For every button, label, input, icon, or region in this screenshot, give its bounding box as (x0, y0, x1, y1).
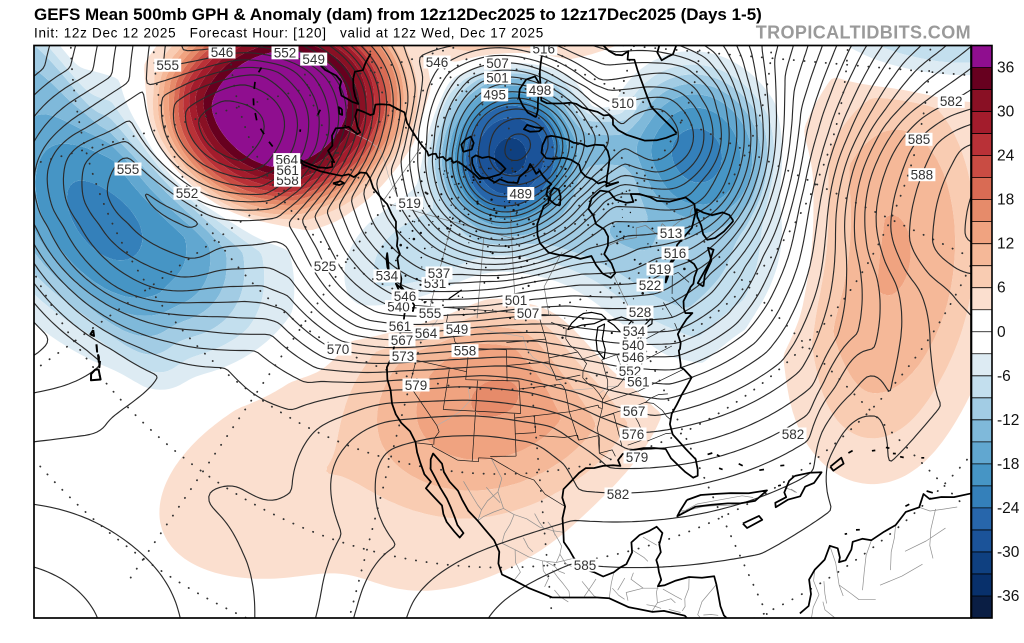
svg-text:6: 6 (997, 280, 1006, 297)
svg-text:555: 555 (117, 162, 140, 177)
svg-text:519: 519 (398, 196, 421, 211)
svg-text:561: 561 (276, 163, 299, 178)
svg-text:546: 546 (211, 45, 234, 60)
svg-text:519: 519 (649, 262, 672, 277)
svg-text:TROPICALTIDBITS.COM: TROPICALTIDBITS.COM (756, 23, 971, 43)
svg-text:561: 561 (627, 374, 650, 389)
svg-text:546: 546 (426, 55, 449, 70)
svg-text:18: 18 (997, 192, 1014, 209)
svg-text:489: 489 (510, 186, 533, 201)
svg-text:567: 567 (623, 404, 646, 419)
svg-text:-36: -36 (997, 588, 1019, 605)
svg-text:12: 12 (997, 236, 1014, 253)
svg-text:GEFS Mean 500mb GPH & Anomaly: GEFS Mean 500mb GPH & Anomaly (dam) from… (34, 5, 762, 24)
svg-text:576: 576 (622, 427, 645, 442)
svg-text:0: 0 (997, 324, 1006, 341)
svg-text:507: 507 (517, 306, 540, 321)
svg-text:Init: 12z Dec 12 2025 Foreca: Init: 12z Dec 12 2025 Forecast Hour: [12… (34, 26, 544, 41)
svg-text:516: 516 (664, 246, 687, 261)
svg-text:555: 555 (156, 58, 179, 73)
svg-text:582: 582 (940, 94, 963, 109)
svg-text:36: 36 (997, 60, 1014, 77)
svg-text:558: 558 (454, 344, 477, 359)
svg-text:546: 546 (394, 289, 417, 304)
svg-text:552: 552 (176, 186, 199, 201)
svg-text:498: 498 (529, 83, 552, 98)
svg-text:-24: -24 (997, 500, 1020, 517)
svg-text:-6: -6 (997, 368, 1011, 385)
svg-text:588: 588 (911, 168, 934, 183)
svg-text:582: 582 (607, 487, 630, 502)
svg-text:552: 552 (274, 46, 297, 61)
svg-text:585: 585 (908, 132, 931, 147)
svg-text:579: 579 (405, 378, 428, 393)
svg-text:549: 549 (446, 322, 469, 337)
svg-text:24: 24 (997, 148, 1015, 165)
svg-text:564: 564 (276, 152, 299, 167)
svg-text:495: 495 (483, 88, 506, 103)
svg-text:534: 534 (623, 324, 646, 339)
svg-text:507: 507 (486, 56, 509, 71)
svg-text:30: 30 (997, 104, 1015, 121)
svg-text:585: 585 (574, 558, 597, 573)
svg-text:552: 552 (619, 364, 642, 379)
svg-text:549: 549 (302, 52, 325, 67)
svg-text:573: 573 (392, 349, 415, 364)
svg-text:501: 501 (505, 293, 528, 308)
svg-text:501: 501 (486, 71, 509, 86)
svg-text:561: 561 (389, 319, 412, 334)
svg-text:-18: -18 (997, 456, 1019, 473)
svg-text:579: 579 (626, 450, 649, 465)
svg-text:567: 567 (391, 333, 414, 348)
svg-text:-12: -12 (997, 412, 1019, 429)
svg-text:-30: -30 (997, 544, 1020, 561)
svg-text:534: 534 (376, 269, 399, 284)
svg-text:522: 522 (639, 278, 662, 293)
svg-text:564: 564 (415, 326, 438, 341)
svg-text:531: 531 (424, 276, 447, 291)
svg-text:516: 516 (533, 42, 556, 57)
svg-text:510: 510 (612, 96, 635, 111)
svg-text:540: 540 (387, 299, 410, 314)
svg-text:537: 537 (428, 266, 451, 281)
svg-text:546: 546 (622, 350, 645, 365)
svg-text:528: 528 (629, 305, 652, 320)
svg-text:540: 540 (622, 338, 645, 353)
svg-text:525: 525 (314, 259, 337, 274)
svg-text:570: 570 (327, 342, 350, 357)
svg-text:582: 582 (782, 427, 805, 442)
svg-text:513: 513 (660, 226, 683, 241)
svg-text:555: 555 (419, 306, 442, 321)
